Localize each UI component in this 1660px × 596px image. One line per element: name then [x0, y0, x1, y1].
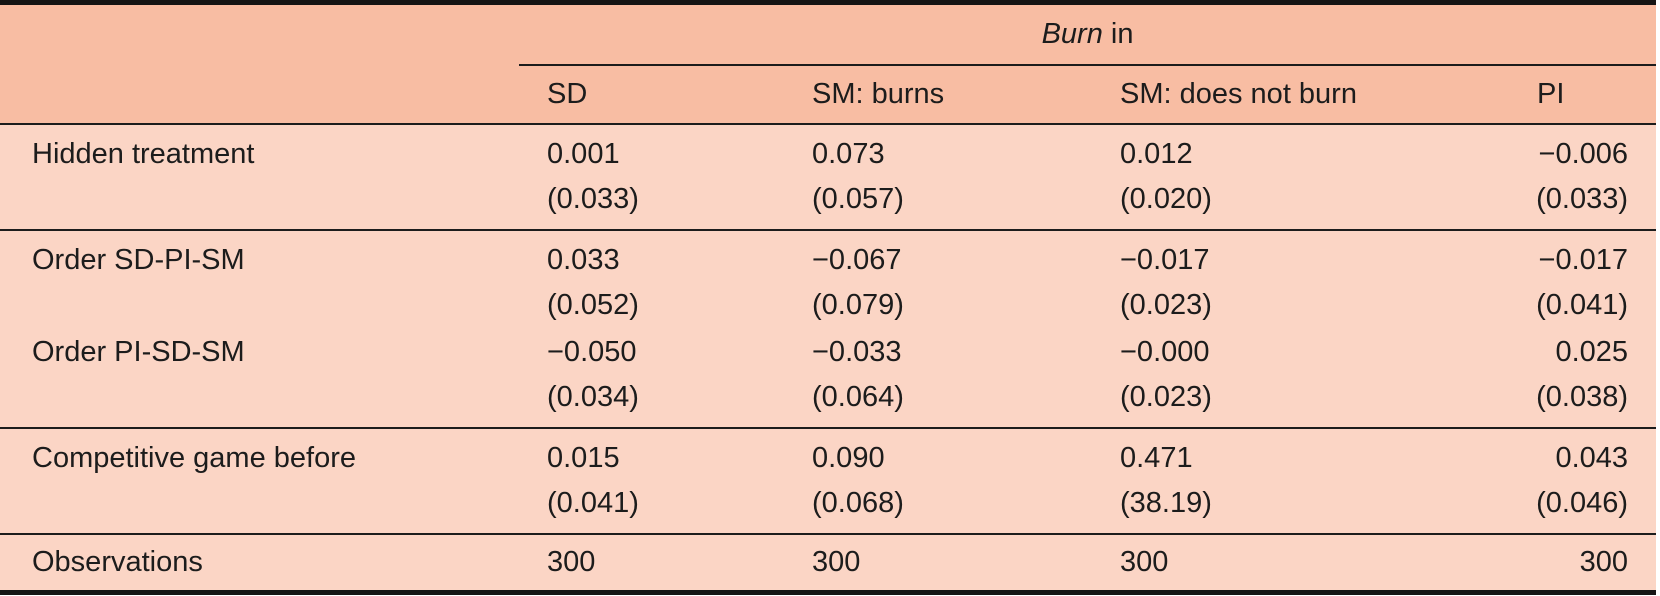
row-label: Competitive game before	[32, 441, 356, 474]
cell-pi: 300	[1509, 534, 1656, 593]
observations-value: 300	[1120, 545, 1169, 578]
coefficient-value: 0.001	[547, 137, 620, 170]
standard-error: (0.033)	[1536, 182, 1629, 215]
cell-sm-burns: 0.090 (0.068)	[784, 428, 1092, 534]
cell-sd: −0.050 (0.034)	[519, 329, 784, 428]
row-label: Order PI-SD-SM	[32, 335, 245, 368]
row-label: Hidden treatment	[32, 137, 255, 170]
spanner-empty-cell	[0, 2, 519, 65]
cell-pi: 0.025 (0.038)	[1509, 329, 1656, 428]
spanner-title-rest: in	[1102, 17, 1134, 50]
spanner-row: Burn in	[0, 2, 1657, 66]
column-header-sd: SD	[519, 64, 784, 125]
standard-error: (0.034)	[547, 380, 639, 413]
standard-error: (0.046)	[1536, 486, 1629, 519]
coefficient-value: 0.073	[812, 137, 885, 170]
section-observations: Observations 300 300 300 300	[0, 533, 1657, 593]
standard-error: (0.068)	[812, 486, 904, 519]
row-label: Order SD-PI-SM	[32, 243, 245, 276]
coefficient-value: 0.015	[547, 441, 620, 474]
coefficient-value: 0.471	[1120, 441, 1193, 474]
section-competitive-game: Competitive game before 0.015 (0.041) 0.…	[0, 427, 1657, 534]
cell-sm-does-not-burn: −0.017 (0.023)	[1092, 230, 1509, 329]
standard-error: (0.033)	[547, 182, 639, 215]
cell-pi: −0.017 (0.041)	[1509, 230, 1656, 329]
section-hidden-treatment: Hidden treatment 0.001 (0.033) 0.073 (0.…	[0, 123, 1657, 230]
coefficient-value: 0.033	[547, 243, 620, 276]
standard-error: (0.023)	[1120, 380, 1212, 413]
table-row: Competitive game before 0.015 (0.041) 0.…	[0, 428, 1656, 534]
standard-error: (0.079)	[812, 288, 904, 321]
coefficient-value: 0.025	[1555, 335, 1629, 368]
coefficient-value: 0.012	[1120, 137, 1193, 170]
cell-sm-does-not-burn: 300	[1092, 534, 1509, 593]
standard-error: (0.057)	[812, 182, 904, 215]
coefficient-value: −0.067	[812, 243, 902, 276]
standard-error: (0.020)	[1120, 182, 1212, 215]
coefficient-value: −0.000	[1120, 335, 1210, 368]
standard-error: (0.064)	[812, 380, 904, 413]
cell-sm-does-not-burn: −0.000 (0.023)	[1092, 329, 1509, 428]
standard-error: (0.041)	[1536, 288, 1629, 321]
column-header-empty	[0, 64, 519, 125]
cell-pi: −0.006 (0.033)	[1509, 124, 1656, 230]
spanner-title-cell: Burn in	[519, 2, 1657, 66]
cell-pi: 0.043 (0.046)	[1509, 428, 1656, 534]
standard-error: (38.19)	[1120, 486, 1212, 519]
observations-value: 300	[547, 545, 596, 578]
coefficient-value: −0.017	[1120, 243, 1210, 276]
standard-error: (0.052)	[547, 288, 639, 321]
column-header-sm-burns: SM: burns	[784, 64, 1092, 125]
coefficient-value: −0.033	[812, 335, 902, 368]
coefficient-value: −0.050	[547, 335, 637, 368]
coefficient-value: 0.090	[812, 441, 885, 474]
observations-value: 300	[1579, 545, 1629, 578]
cell-sd: 300	[519, 534, 784, 593]
cell-sd: 0.033 (0.052)	[519, 230, 784, 329]
standard-error: (0.038)	[1536, 380, 1629, 413]
table-header: Burn in SD SM: burns SM: does not burn P…	[0, 2, 1657, 125]
cell-sd: 0.001 (0.033)	[519, 124, 784, 230]
cell-sm-burns: −0.033 (0.064)	[784, 329, 1092, 428]
column-header-row: SD SM: burns SM: does not burn PI	[0, 64, 1657, 125]
standard-error: (0.023)	[1120, 288, 1212, 321]
table-row: Observations 300 300 300 300	[0, 534, 1656, 593]
table-row: Hidden treatment 0.001 (0.033) 0.073 (0.…	[0, 124, 1656, 230]
cell-sm-burns: −0.067 (0.079)	[784, 230, 1092, 329]
table-row: Order PI-SD-SM −0.050 (0.034) −0.033 (0.…	[0, 329, 1656, 428]
cell-sm-burns: 0.073 (0.057)	[784, 124, 1092, 230]
cell-sm-does-not-burn: 0.012 (0.020)	[1092, 124, 1509, 230]
coefficient-value: −0.006	[1538, 137, 1629, 170]
row-label: Observations	[32, 545, 203, 578]
coefficient-value: −0.017	[1538, 243, 1629, 276]
cell-sm-burns: 300	[784, 534, 1092, 593]
standard-error: (0.041)	[547, 486, 639, 519]
coefficient-value: 0.043	[1555, 441, 1629, 474]
cell-sd: 0.015 (0.041)	[519, 428, 784, 534]
cell-sm-does-not-burn: 0.471 (38.19)	[1092, 428, 1509, 534]
table-row: Order SD-PI-SM 0.033 (0.052) −0.067 (0.0…	[0, 230, 1656, 329]
column-header-pi: PI	[1509, 64, 1657, 125]
observations-value: 300	[812, 545, 861, 578]
section-order: Order SD-PI-SM 0.033 (0.052) −0.067 (0.0…	[0, 229, 1657, 428]
column-header-sm-does-not-burn: SM: does not burn	[1092, 64, 1509, 125]
spanner-title-italic: Burn	[1041, 17, 1103, 50]
